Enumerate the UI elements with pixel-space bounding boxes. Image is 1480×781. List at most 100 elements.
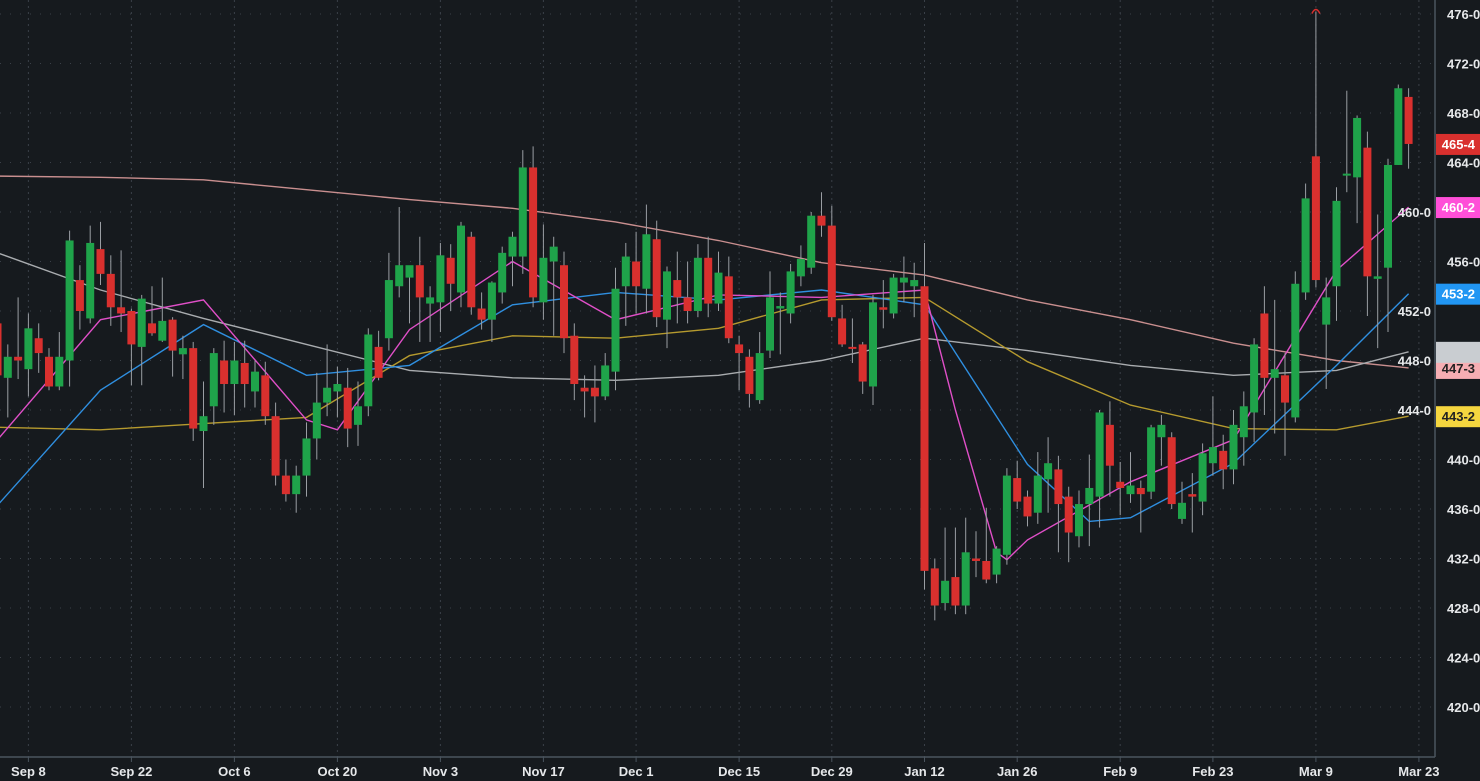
candle bbox=[1291, 271, 1300, 423]
y-tick-label: 456-0 bbox=[1447, 255, 1480, 270]
candle-body-up bbox=[178, 348, 187, 355]
candle-body-down bbox=[951, 577, 960, 606]
x-tick-label: Feb 9 bbox=[1103, 764, 1137, 779]
x-tick-label: Dec 15 bbox=[718, 764, 760, 779]
candle-body-down bbox=[1136, 487, 1145, 495]
candle bbox=[1002, 468, 1011, 565]
x-tick-label: Nov 3 bbox=[423, 764, 458, 779]
candle-body-down bbox=[652, 239, 661, 318]
candle bbox=[1219, 434, 1228, 490]
candle-body-down bbox=[446, 257, 455, 284]
candle bbox=[343, 367, 352, 448]
candle bbox=[704, 236, 713, 318]
candle bbox=[1332, 187, 1341, 321]
candle-body-down bbox=[96, 249, 105, 274]
candle bbox=[807, 212, 816, 274]
candle bbox=[1239, 391, 1248, 466]
candle-body-down bbox=[1260, 313, 1269, 378]
candle-body-down bbox=[827, 225, 836, 318]
candle bbox=[467, 231, 476, 315]
candle-body-down bbox=[632, 261, 641, 287]
candle bbox=[590, 365, 599, 423]
candle-body-down bbox=[1167, 437, 1176, 505]
candle bbox=[1353, 115, 1362, 224]
candle bbox=[24, 313, 33, 397]
candle bbox=[1270, 299, 1279, 434]
candle bbox=[982, 507, 991, 584]
candle bbox=[1105, 401, 1114, 497]
candle-body-up bbox=[384, 280, 393, 339]
candle-body-up bbox=[1291, 283, 1300, 418]
candle bbox=[271, 402, 280, 486]
candle-body-down bbox=[1116, 481, 1125, 488]
candle bbox=[899, 256, 908, 303]
candle bbox=[601, 353, 610, 401]
candle-body-down bbox=[1188, 494, 1197, 497]
candle bbox=[199, 381, 208, 488]
candle bbox=[776, 292, 785, 355]
candle bbox=[34, 323, 43, 373]
candle-body-up bbox=[498, 252, 507, 293]
candle-body-up bbox=[539, 257, 548, 303]
candle bbox=[663, 266, 671, 349]
price-badges: 447-3 443-2 453-2 460-2 465-4 bbox=[1436, 133, 1480, 428]
candle bbox=[1311, 11, 1320, 288]
candle bbox=[518, 150, 527, 274]
candle-body-up bbox=[436, 255, 445, 303]
candle-body-down bbox=[467, 236, 476, 308]
candle bbox=[415, 236, 424, 342]
candle bbox=[1157, 414, 1166, 466]
candle bbox=[1136, 480, 1145, 533]
candle-body-down bbox=[858, 344, 867, 382]
candle bbox=[0, 323, 2, 376]
candle bbox=[86, 225, 95, 324]
candle-body-down bbox=[34, 338, 43, 354]
candle bbox=[869, 294, 877, 406]
candle-body-down bbox=[848, 346, 857, 349]
candle bbox=[1013, 460, 1022, 509]
candle bbox=[1095, 410, 1104, 528]
candle bbox=[1198, 443, 1207, 516]
y-tick-label: 468-0 bbox=[1447, 106, 1480, 121]
candle-body-up bbox=[1075, 504, 1083, 537]
candle bbox=[1054, 455, 1063, 553]
candle bbox=[426, 286, 435, 342]
candle-body-up bbox=[601, 365, 610, 397]
candle-body-up bbox=[323, 387, 332, 403]
candle-body-up bbox=[405, 265, 414, 278]
candle bbox=[117, 250, 126, 333]
candle-body-down bbox=[343, 387, 352, 429]
x-tick-label: Feb 23 bbox=[1192, 764, 1233, 779]
candle-body-up bbox=[776, 306, 785, 309]
candle-body-down bbox=[930, 568, 939, 606]
y-tick-label: 432-0 bbox=[1447, 552, 1480, 567]
last-price-badge-label: 465-4 bbox=[1442, 137, 1476, 152]
candle-body-up bbox=[766, 297, 774, 351]
candle-body-down bbox=[271, 416, 280, 476]
candle-body-down bbox=[106, 273, 115, 308]
candle-body-up bbox=[961, 552, 970, 606]
candle-body-down bbox=[735, 344, 744, 354]
candle bbox=[477, 292, 486, 330]
candle-body-up bbox=[426, 297, 435, 304]
candle bbox=[920, 242, 929, 590]
candle-body-up bbox=[518, 167, 527, 257]
candle-body-up bbox=[1353, 117, 1362, 178]
candle bbox=[796, 245, 805, 287]
candle-body-down bbox=[704, 257, 713, 304]
candle-body-up bbox=[1095, 412, 1104, 497]
candle bbox=[642, 204, 651, 314]
candle-body-down bbox=[1105, 424, 1114, 466]
candle-body-down bbox=[982, 560, 991, 580]
candle bbox=[292, 465, 301, 513]
candle bbox=[1384, 158, 1392, 333]
candle-body-up bbox=[1033, 475, 1042, 513]
candle-body-down bbox=[529, 167, 538, 298]
candle bbox=[951, 527, 960, 615]
candle bbox=[55, 332, 64, 391]
candle-body-up bbox=[663, 271, 671, 320]
candle bbox=[1044, 437, 1053, 513]
